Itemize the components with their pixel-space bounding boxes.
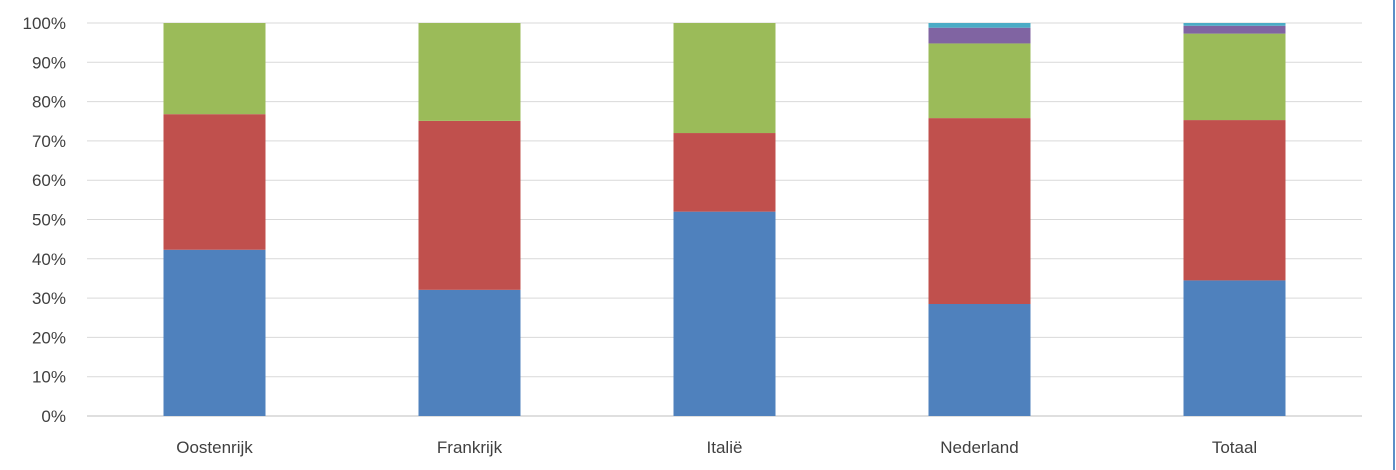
x-tick-label: Italië <box>707 438 743 457</box>
y-tick-label: 60% <box>32 171 66 190</box>
y-tick-label: 90% <box>32 53 66 72</box>
bars <box>163 23 1286 416</box>
y-tick-label: 20% <box>32 328 66 347</box>
y-axis-ticks: 0% 10% 20% 30% 40% 50% 60% 70% 80% 90% 100% <box>23 14 66 426</box>
y-tick-label: 50% <box>32 211 66 230</box>
bar-segment-italië-series-1 <box>673 211 776 416</box>
y-tick-label: 40% <box>32 250 66 269</box>
bar-segment-nederland-series-5 <box>928 23 1031 28</box>
y-tick-label: 30% <box>32 289 66 308</box>
x-tick-label: Nederland <box>940 438 1018 457</box>
x-tick-label: Frankrijk <box>437 438 503 457</box>
x-axis-ticks: Oostenrijk Frankrijk Italië Nederland Totaal <box>176 438 1257 457</box>
bar-segment-totaal-series-4 <box>1183 25 1286 34</box>
x-tick-label: Oostenrijk <box>176 438 253 457</box>
bar-segment-italië-series-3 <box>673 23 776 134</box>
bar-segment-oostenrijk-series-3 <box>163 23 266 115</box>
bar-segment-frankrijk-series-2 <box>418 120 521 290</box>
y-tick-label: 0% <box>41 407 66 426</box>
bar-segment-oostenrijk-series-1 <box>163 249 266 416</box>
y-tick-label: 100% <box>23 14 66 33</box>
bar-segment-nederland-series-1 <box>928 303 1031 416</box>
bar-segment-nederland-series-3 <box>928 43 1031 119</box>
bar-segment-totaal-series-1 <box>1183 280 1286 416</box>
y-tick-label: 10% <box>32 368 66 387</box>
x-tick-label: Totaal <box>1212 438 1257 457</box>
y-tick-label: 70% <box>32 132 66 151</box>
bar-segment-nederland-series-2 <box>928 118 1031 304</box>
bar-segment-nederland-series-4 <box>928 27 1031 44</box>
bar-segment-totaal-series-3 <box>1183 33 1286 121</box>
bar-segment-totaal-series-5 <box>1183 23 1286 26</box>
bar-segment-frankrijk-series-1 <box>418 289 521 416</box>
bar-segment-frankrijk-series-3 <box>418 23 521 121</box>
window-edge-line <box>1393 0 1395 470</box>
bar-segment-oostenrijk-series-2 <box>163 114 266 250</box>
bar-segment-totaal-series-2 <box>1183 120 1286 281</box>
y-tick-label: 80% <box>32 93 66 112</box>
bar-segment-italië-series-2 <box>673 133 776 212</box>
